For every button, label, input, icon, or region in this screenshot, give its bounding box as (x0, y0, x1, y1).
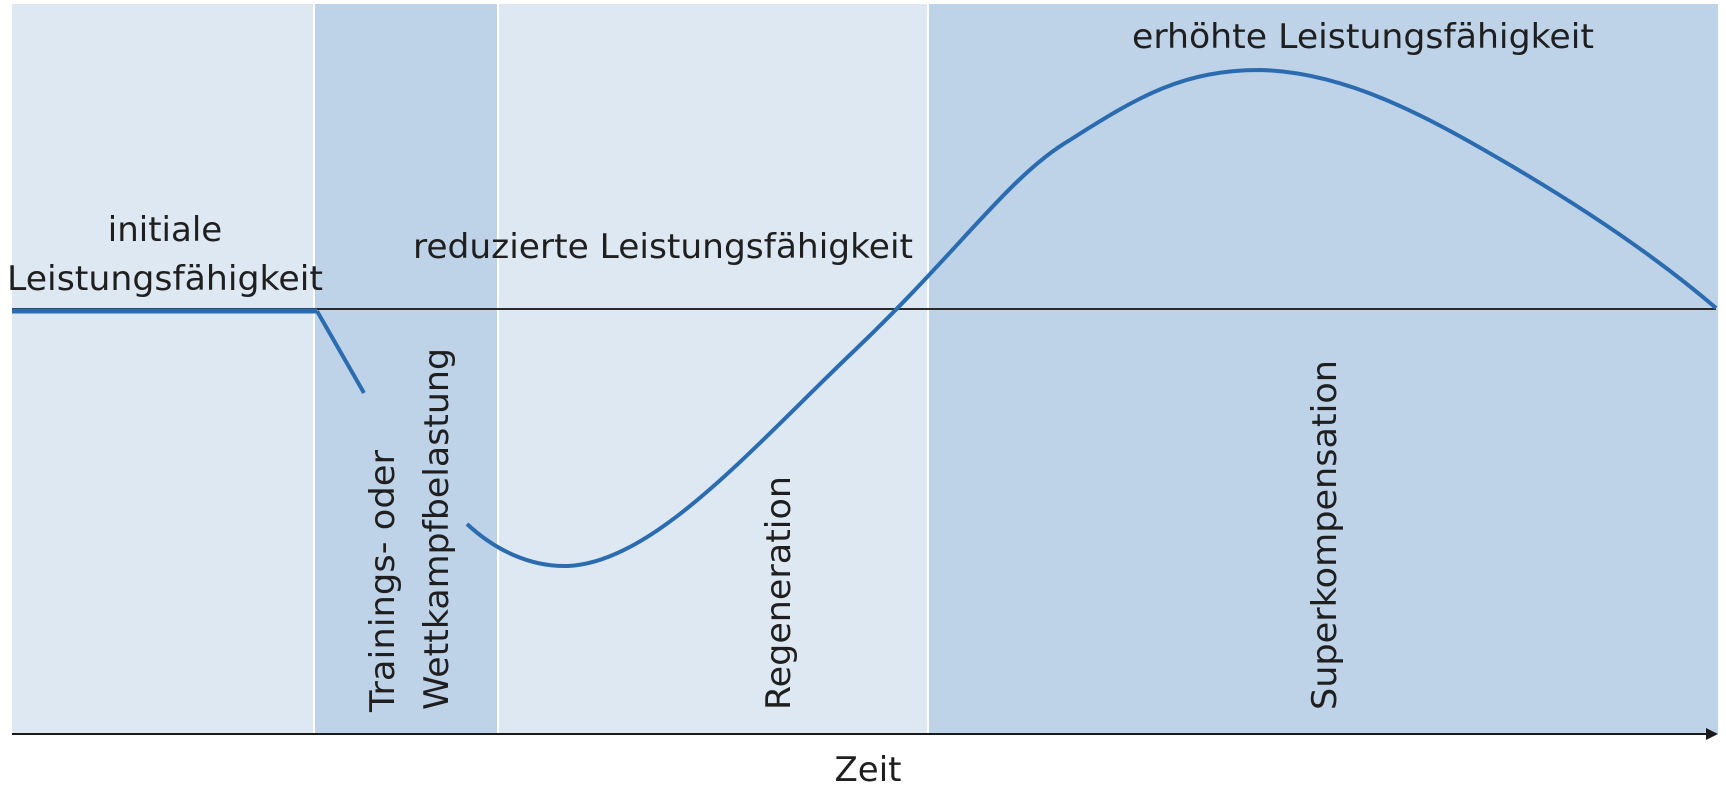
regeneration-phase-label: Regeneration (759, 476, 799, 710)
performance-curve (465, 67, 1718, 569)
initial-performance-label-line2: Leistungsfähigkeit (7, 259, 323, 299)
initial-performance-label-line1: initiale (108, 210, 222, 250)
reduced-performance-label: reduzierte Leistungsfähigkeit (413, 227, 913, 267)
phase-band-regeneration (499, 4, 927, 734)
load-phase-label-line2: Wettkampfbelastung (417, 348, 457, 710)
load-phase-label-line1: Trainings- oder (363, 450, 403, 713)
supercompensation-phase-label: Superkompensation (1305, 360, 1345, 710)
x-axis-label: Zeit (835, 750, 902, 790)
phase-band-supercompensation (929, 4, 1718, 734)
phase-band-load (315, 4, 497, 734)
increased-performance-label: erhöhte Leistungsfähigkeit (1132, 17, 1594, 57)
load-drop-segment (315, 310, 366, 394)
phase-band-initial (12, 4, 313, 734)
time-axis-arrowhead (1706, 728, 1718, 740)
